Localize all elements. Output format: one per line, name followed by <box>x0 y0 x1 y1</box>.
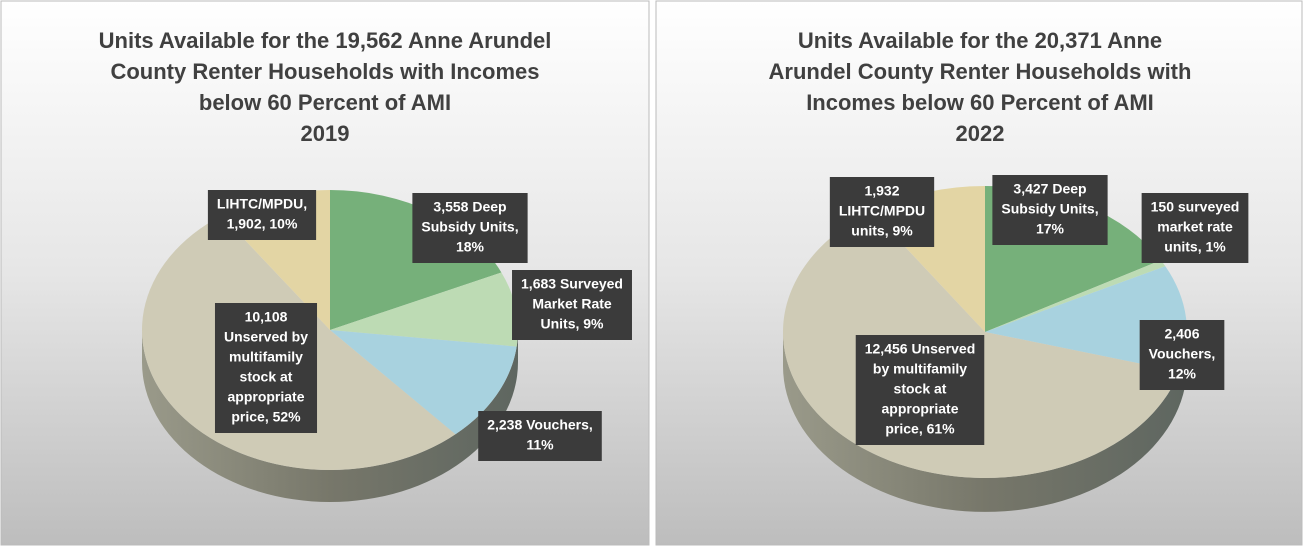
data-label: 18% <box>456 239 485 255</box>
data-label: 1,902, 10% <box>227 216 298 232</box>
data-label-box <box>829 177 935 247</box>
pie-slice <box>985 266 1187 372</box>
chart-title: 2019 <box>301 121 350 146</box>
data-label: LIHTC/MPDU <box>839 203 925 219</box>
data-label: market rate <box>1157 219 1233 235</box>
data-label: Unserved by <box>224 329 308 345</box>
data-label-box <box>207 190 317 240</box>
data-label: 11% <box>526 437 554 453</box>
data-label: 1,932 <box>864 183 899 199</box>
data-label: 2,406 <box>1164 326 1199 342</box>
pie-slice <box>985 260 1166 332</box>
chart-title: Incomes below 60 Percent of AMI <box>806 90 1154 115</box>
data-label: stock at <box>240 369 293 385</box>
data-label: LIHTC/MPDU, <box>217 196 307 212</box>
data-label-box <box>412 193 528 263</box>
data-label: 12% <box>1168 366 1197 382</box>
data-label: 12,456 Unserved <box>865 341 976 357</box>
data-label-box <box>512 270 632 340</box>
data-label: price, 52% <box>231 409 301 425</box>
chart-title: County Renter Households with Incomes <box>110 59 539 84</box>
data-label-box <box>478 411 602 461</box>
data-label-box <box>992 175 1108 245</box>
data-label: Subsidy Units, <box>421 219 518 235</box>
chart-title: Units Available for the 20,371 Anne <box>798 28 1162 53</box>
data-label: 1,683 Surveyed <box>521 276 623 292</box>
data-label: 3,427 Deep <box>1013 181 1086 197</box>
data-label: Subsidy Units, <box>1001 201 1098 217</box>
data-label: stock at <box>894 381 947 397</box>
data-label: multifamily <box>229 349 303 365</box>
data-label: units, 1% <box>1164 239 1226 255</box>
data-label: 10,108 <box>245 309 288 325</box>
chart-title: Units Available for the 19,562 Anne Arun… <box>99 28 552 53</box>
data-label: 17% <box>1036 221 1065 237</box>
data-label: units, 9% <box>851 223 913 239</box>
data-label: Vouchers, <box>1149 346 1216 362</box>
data-label: appropriate <box>881 401 958 417</box>
chart-title: Arundel County Renter Households with <box>769 59 1192 84</box>
data-label: by multifamily <box>873 361 967 377</box>
data-label: 2,238 Vouchers, <box>487 417 593 433</box>
data-label-box <box>1139 320 1225 390</box>
data-label-box <box>855 335 985 445</box>
data-label: 3,558 Deep <box>433 199 506 215</box>
pie-slice <box>330 330 517 435</box>
data-label-box <box>1141 193 1249 263</box>
data-label: Market Rate <box>532 296 612 312</box>
data-label: Units, 9% <box>540 316 604 332</box>
pie-side <box>783 332 1187 512</box>
chart-title: 2022 <box>956 121 1005 146</box>
pie-side <box>142 330 518 502</box>
data-label: price, 61% <box>885 421 955 437</box>
data-label: 150 surveyed <box>1151 199 1240 215</box>
data-label-box <box>214 303 318 433</box>
pie-slice <box>330 272 518 347</box>
chart-title: below 60 Percent of AMI <box>199 90 451 115</box>
data-label: appropriate <box>227 389 304 405</box>
